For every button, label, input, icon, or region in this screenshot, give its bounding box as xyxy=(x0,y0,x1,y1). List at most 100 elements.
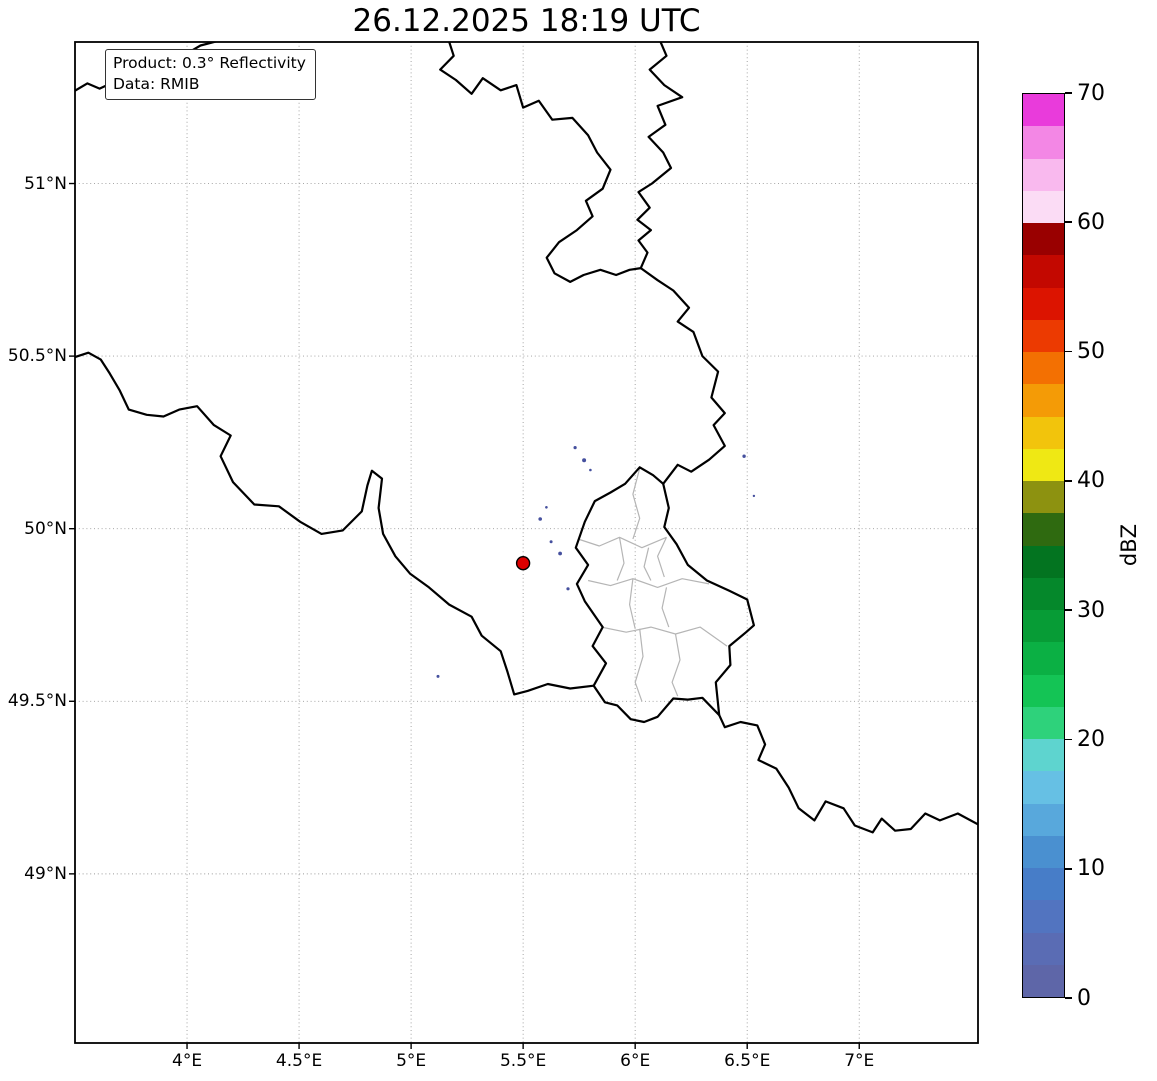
colorbar-segment xyxy=(1023,803,1064,836)
region-border xyxy=(634,628,644,702)
colorbar-segment xyxy=(1023,739,1064,772)
radar-echo xyxy=(752,494,756,498)
colorbar-segment xyxy=(1023,642,1064,675)
annotation-box: Product: 0.3° Reflectivity Data: RMIB xyxy=(105,49,316,100)
radar-echo xyxy=(558,551,562,556)
radar-echo xyxy=(573,446,577,450)
x-tick-label: 5.5°E xyxy=(499,1051,547,1071)
colorbar-tick-label: 20 xyxy=(1077,726,1105,752)
product-label: Product: 0.3° Reflectivity xyxy=(113,54,306,72)
region-border xyxy=(661,587,670,628)
colorbar-tick: 0 xyxy=(1065,985,1091,1011)
x-tick-label: 4.5°E xyxy=(275,1051,323,1071)
nl-de-border xyxy=(636,42,684,270)
colorbar-tickmark xyxy=(1065,221,1072,224)
colorbar xyxy=(1022,93,1065,998)
colorbar-segment xyxy=(1023,255,1064,288)
region-border xyxy=(628,578,636,629)
colorbar-tick-label: 70 xyxy=(1077,80,1105,106)
colorbar-tick-label: 60 xyxy=(1077,209,1105,235)
colorbar-segment xyxy=(1023,964,1064,997)
radar-echo xyxy=(436,674,440,678)
colorbar-tickmark xyxy=(1065,997,1072,999)
colorbar-tickmark xyxy=(1065,609,1072,611)
y-tick-label: 51°N xyxy=(24,173,67,194)
colorbar-segment xyxy=(1023,352,1064,385)
region-border xyxy=(577,536,667,549)
region-border xyxy=(632,468,641,540)
colorbar-segment xyxy=(1023,190,1064,223)
colorbar-segment xyxy=(1023,481,1064,514)
colorbar-segment xyxy=(1023,513,1064,546)
country-borders-layer xyxy=(75,42,978,834)
colorbar-segment xyxy=(1023,287,1064,320)
radar-echo xyxy=(549,540,553,544)
colorbar-tick: 50 xyxy=(1065,339,1105,365)
y-tick-label: 49.5°N xyxy=(7,691,67,712)
colorbar-tickmark xyxy=(1065,738,1072,741)
colorbar-segment xyxy=(1023,319,1064,352)
radar-echo xyxy=(566,587,570,591)
colorbar-tick-label: 50 xyxy=(1077,339,1105,365)
luxembourg-border xyxy=(574,466,756,724)
colorbar-segment xyxy=(1023,868,1064,901)
y-tick-label: 50.5°N xyxy=(7,346,67,367)
be-de-border xyxy=(639,267,726,485)
colorbar-tick: 30 xyxy=(1065,597,1105,623)
colorbar-segment xyxy=(1023,610,1064,643)
x-tick-label: 5°E xyxy=(396,1051,427,1071)
x-tick-label: 6.5°E xyxy=(724,1051,771,1071)
region-border xyxy=(656,537,668,578)
radar-echo-layer xyxy=(436,446,756,678)
x-tick-label: 6°E xyxy=(620,1051,651,1071)
colorbar-tick: 70 xyxy=(1065,80,1105,106)
colorbar-segment xyxy=(1023,900,1064,933)
colorbar-segment xyxy=(1023,126,1064,159)
radar-echo xyxy=(538,517,542,521)
axis-tickmarks-layer xyxy=(69,182,860,1049)
colorbar-tick: 10 xyxy=(1065,856,1105,882)
colorbar-tick: 20 xyxy=(1065,726,1105,752)
be-fr-border xyxy=(75,351,595,696)
y-tick-label: 49°N xyxy=(24,863,67,884)
plot-frame xyxy=(74,41,979,1044)
colorbar-tickmark xyxy=(1065,480,1072,482)
colorbar-segment xyxy=(1023,223,1064,256)
colorbar-tick-label: 10 xyxy=(1077,856,1105,882)
colorbar-tickmark xyxy=(1065,92,1072,94)
data-source-label: Data: RMIB xyxy=(113,75,200,93)
colorbar-segment xyxy=(1023,835,1064,868)
colorbar-segment xyxy=(1023,771,1064,804)
radar-site-marker xyxy=(515,556,531,571)
radar-echo xyxy=(582,458,587,463)
colorbar-tick-label: 30 xyxy=(1077,597,1105,623)
colorbar-tick-label: 0 xyxy=(1077,985,1091,1011)
radar-echo xyxy=(589,468,592,472)
x-tick-label: 4°E xyxy=(172,1051,203,1071)
be-nl-border xyxy=(439,42,642,283)
colorbar-tick: 60 xyxy=(1065,209,1105,235)
region-border xyxy=(671,633,681,697)
region-border xyxy=(601,626,728,647)
colorbar-segment xyxy=(1023,545,1064,578)
colorbar-segment xyxy=(1023,706,1064,739)
page-title: 26.12.2025 18:19 UTC xyxy=(352,3,701,39)
colorbar-segment xyxy=(1023,448,1064,481)
radar-map-svg xyxy=(69,41,979,1049)
fr-de-border xyxy=(718,713,978,834)
colorbar-segment xyxy=(1023,416,1064,449)
colorbar-tick-label: 40 xyxy=(1077,468,1105,494)
grid-layer xyxy=(75,42,978,1043)
colorbar-tickmark xyxy=(1065,350,1072,353)
colorbar-segment xyxy=(1023,674,1064,707)
region-border xyxy=(616,537,625,581)
colorbar-tickmark xyxy=(1065,867,1072,870)
colorbar-segment xyxy=(1023,384,1064,417)
colorbar-segment xyxy=(1023,94,1064,127)
colorbar-segment xyxy=(1023,158,1064,191)
colorbar-axis-label: dBZ xyxy=(1117,523,1141,567)
region-border xyxy=(587,578,710,589)
colorbar-gradient xyxy=(1023,94,1064,997)
colorbar-segment xyxy=(1023,577,1064,610)
